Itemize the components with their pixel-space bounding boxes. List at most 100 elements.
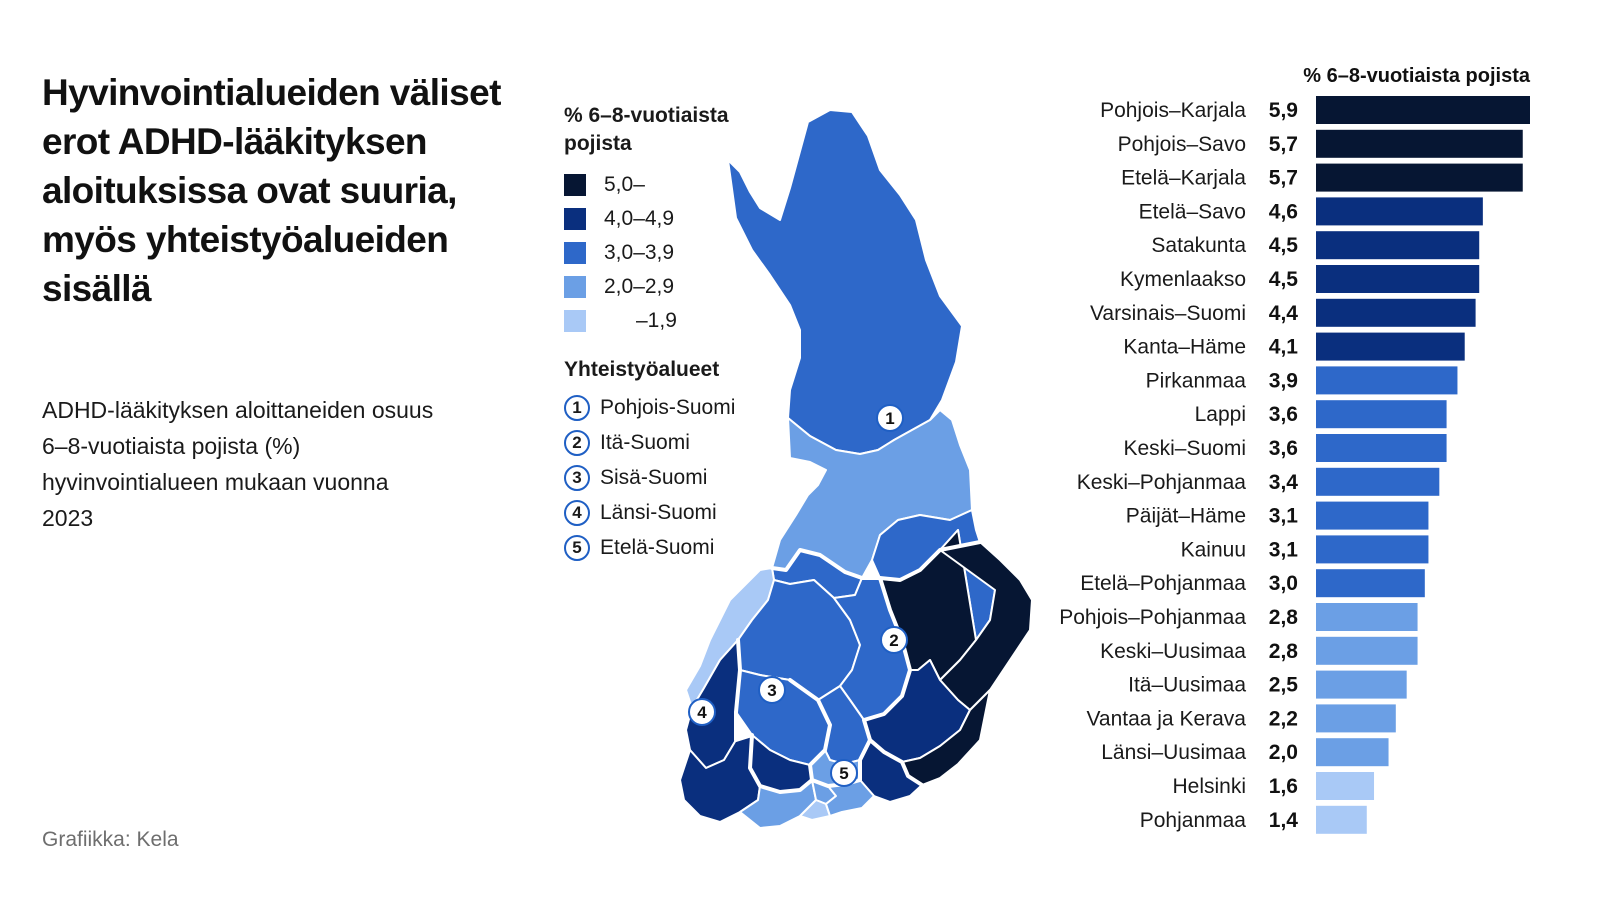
legend-swatch	[564, 208, 586, 230]
category-label: Keski–Pohjanmaa	[1077, 471, 1247, 494]
legend-swatch	[564, 174, 586, 196]
category-label: Keski–Suomi	[1123, 437, 1246, 460]
legend-label: 3,0–3,9	[604, 241, 675, 264]
bar-9	[1316, 400, 1447, 429]
value-label: 2,8	[1269, 640, 1299, 663]
map-badge-label: 4	[697, 703, 707, 722]
value-label: 2,0	[1269, 741, 1298, 764]
category-label: Keski–Uusimaa	[1100, 640, 1246, 663]
value-label: 5,9	[1269, 99, 1298, 122]
bar-10	[1316, 434, 1447, 462]
value-label: 4,6	[1269, 200, 1298, 223]
cooperation-boundary-north	[770, 540, 982, 582]
cooperation-boundary-south	[788, 678, 872, 788]
value-label: 1,6	[1269, 775, 1298, 798]
bar-19	[1316, 738, 1389, 767]
cooperation-item-4: 4 Länsi-Suomi	[564, 495, 794, 530]
value-label: 4,5	[1269, 234, 1299, 257]
value-label: 5,7	[1269, 167, 1298, 190]
legend-class-4: –1,9	[564, 304, 794, 338]
legend-class-3: 2,0–2,9	[564, 270, 794, 304]
legend-class-0: 5,0–	[564, 168, 794, 202]
map-badge-label: 3	[767, 681, 776, 700]
category-label: Itä–Uusimaa	[1128, 674, 1246, 697]
map-badge-5	[830, 759, 858, 787]
cooperation-item-3: 3 Sisä-Suomi	[564, 460, 794, 495]
bar-14	[1316, 569, 1425, 598]
cooperation-title: Yhteistyöalueet	[564, 358, 720, 381]
subtitle: ADHD-lääkityksen aloittaneiden osuus 6–8…	[42, 397, 434, 531]
cooperation-badges: 1 2 3 4 5	[688, 404, 908, 787]
category-label: Vantaa ja Kerava	[1086, 707, 1246, 730]
value-label: 1,4	[1269, 809, 1299, 832]
bar-6	[1316, 298, 1476, 327]
category-label: Etelä–Pohjanmaa	[1080, 572, 1246, 595]
value-label: 4,5	[1269, 268, 1299, 291]
bar-chart: % 6–8-vuotiaista pojista Pohjois–Karjala 5…	[1059, 65, 1531, 834]
map-legend: % 6–8-vuotiaista pojista 5,0– 4,0–4,9 3,0–…	[564, 102, 794, 565]
value-label: 4,4	[1269, 302, 1299, 325]
bar-0	[1316, 96, 1530, 124]
category-label: Kymenlaakso	[1120, 268, 1246, 291]
credit: Grafiikka: Kela	[42, 828, 179, 851]
bar-12	[1316, 501, 1429, 530]
legend-swatch	[564, 310, 586, 332]
cooperation-name: Sisä-Suomi	[600, 465, 708, 489]
category-label: Etelä–Karjala	[1121, 167, 1246, 190]
value-label: 3,1	[1269, 538, 1299, 561]
cooperation-boundary-west	[734, 638, 814, 794]
category-label: Lappi	[1195, 403, 1246, 426]
bar-1	[1316, 129, 1523, 158]
bar-5	[1316, 265, 1480, 293]
category-label: Päijät–Häme	[1126, 505, 1246, 528]
category-label: Pirkanmaa	[1146, 369, 1247, 392]
value-label: 3,4	[1269, 471, 1299, 494]
bar-8	[1316, 366, 1458, 395]
region-helsinki	[799, 799, 831, 821]
value-label: 3,6	[1269, 403, 1298, 426]
cooperation-number-badge: 3	[564, 464, 590, 491]
cooperation-item-1: 1 Pohjois-Suomi	[564, 390, 794, 425]
legend-label: 2,0–2,9	[604, 275, 675, 298]
value-label: 3,0	[1269, 572, 1298, 595]
category-label: Pohjois–Pohjanmaa	[1059, 606, 1246, 629]
legend-label: 5,0–	[604, 173, 645, 196]
bar-15	[1316, 603, 1418, 631]
value-label: 2,5	[1269, 674, 1299, 697]
cooperation-item-2: 2 Itä-Suomi	[564, 425, 794, 460]
legend-class-1: 4,0–4,9	[564, 202, 794, 236]
legend-swatch	[564, 242, 586, 264]
cooperation-item-5: 5 Etelä-Suomi	[564, 530, 794, 565]
legend-label: 4,0–4,9	[604, 207, 675, 230]
value-label: 2,2	[1269, 707, 1298, 730]
category-label: Pohjanmaa	[1140, 809, 1247, 832]
page-title: Hyvinvointialueiden väliset erot ADHD-lä…	[42, 72, 501, 309]
cooperation-number-badge: 1	[564, 394, 590, 421]
bar-7	[1316, 332, 1465, 361]
bar-3	[1316, 197, 1483, 226]
category-label: Etelä–Savo	[1139, 200, 1246, 223]
legend-class-2: 3,0–3,9	[564, 236, 794, 270]
map-badge-label: 2	[889, 631, 898, 650]
legend-swatch	[564, 276, 586, 298]
category-label: Satakunta	[1151, 234, 1246, 257]
map-badge-4	[688, 698, 716, 726]
value-label: 3,9	[1269, 369, 1298, 392]
category-label: Kainuu	[1181, 538, 1246, 561]
value-label: 3,1	[1269, 505, 1299, 528]
finland-map: 1 2 3 4 5	[679, 109, 1033, 829]
legend-label: –1,9	[636, 309, 677, 332]
map-badge-1	[876, 404, 904, 432]
category-label: Pohjois–Savo	[1118, 133, 1246, 156]
map-badge-3	[758, 676, 786, 704]
map-badge-label: 1	[885, 409, 894, 428]
map-badge-label: 5	[839, 764, 848, 783]
bar-13	[1316, 535, 1429, 564]
value-label: 2,8	[1269, 606, 1299, 629]
bar-21	[1316, 805, 1367, 834]
bar-17	[1316, 670, 1407, 699]
bar-4	[1316, 231, 1480, 260]
cooperation-name: Pohjois-Suomi	[600, 395, 736, 419]
region-lappi	[727, 109, 963, 455]
value-label: 3,6	[1269, 437, 1298, 460]
